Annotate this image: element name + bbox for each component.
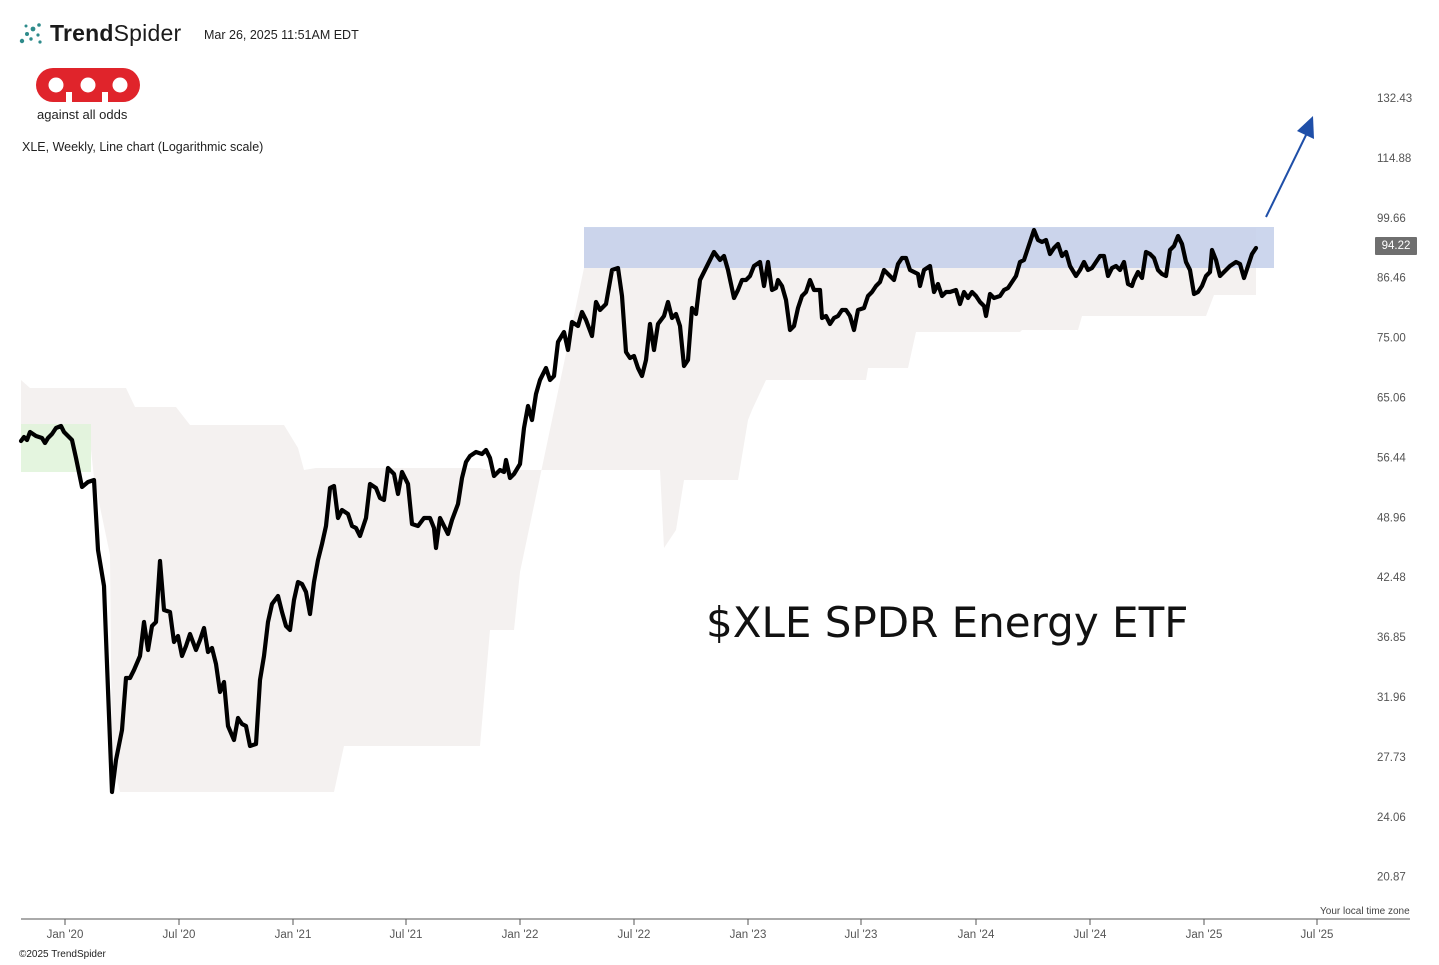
x-tick-label: Jul '22 (618, 929, 651, 941)
y-axis: 132.43 114.88 99.66 86.46 75.00 65.06 56.44 48.… (1377, 93, 1412, 884)
x-tick-label: Jan '25 (1186, 929, 1223, 941)
x-tick-label: Jan '23 (730, 929, 767, 941)
y-tick-label: 42.48 (1377, 572, 1406, 584)
trendspider-wordmark: TrendSpider (50, 20, 182, 46)
y-tick-label: 86.46 (1377, 273, 1406, 285)
y-tick-label: 24.06 (1377, 812, 1406, 824)
against-all-odds-logo (36, 68, 140, 102)
x-tick-label: Jan '22 (502, 929, 539, 941)
trendspider-brand: TrendSpider (18, 20, 181, 47)
timestamp: Mar 26, 2025 11:51AM EDT (204, 28, 359, 42)
y-tick-label: 75.00 (1377, 333, 1406, 345)
y-tick-label: 20.87 (1377, 872, 1406, 884)
x-tick-label: Jul '20 (163, 929, 196, 941)
chart-annotation: $XLE SPDR Energy ETF (706, 598, 1189, 647)
x-tick-label: Jan '20 (47, 929, 84, 941)
y-tick-label: 36.85 (1377, 632, 1406, 644)
y-tick-label: 48.96 (1377, 512, 1406, 524)
resistance-zone (584, 227, 1274, 268)
trendspider-dots-icon (19, 22, 42, 44)
y-tick-label: 132.43 (1377, 93, 1412, 105)
timezone-label: Your local time zone (1320, 906, 1410, 917)
x-tick-label: Jul '25 (1301, 929, 1334, 941)
y-tick-label: 99.66 (1377, 213, 1406, 225)
target-arrow (1265, 116, 1314, 218)
chart-subtitle: XLE, Weekly, Line chart (Logarithmic sca… (22, 140, 264, 154)
x-tick-label: Jul '23 (845, 929, 878, 941)
copyright-text: ©2025 TrendSpider (19, 949, 106, 960)
x-tick-label: Jan '24 (958, 929, 995, 941)
logo-tagline: against all odds (37, 107, 128, 122)
y-tick-label: 114.88 (1377, 153, 1411, 165)
x-tick-label: Jul '24 (1074, 929, 1107, 941)
y-tick-label: 31.96 (1377, 692, 1406, 704)
price-line (18, 227, 1259, 795)
y-tick-label: 56.44 (1377, 452, 1406, 464)
x-tick-labels: Jan '20 Jul '20 Jan '21 Jul '21 Jan '22 Jul '… (47, 919, 1334, 941)
x-tick-label: Jul '21 (390, 929, 423, 941)
y-tick-label: 65.06 (1377, 393, 1406, 405)
range-band (21, 228, 1256, 792)
x-tick-label: Jan '21 (275, 929, 312, 941)
last-price-badge: 94.22 (1375, 237, 1417, 255)
y-tick-label: 27.73 (1377, 752, 1406, 764)
